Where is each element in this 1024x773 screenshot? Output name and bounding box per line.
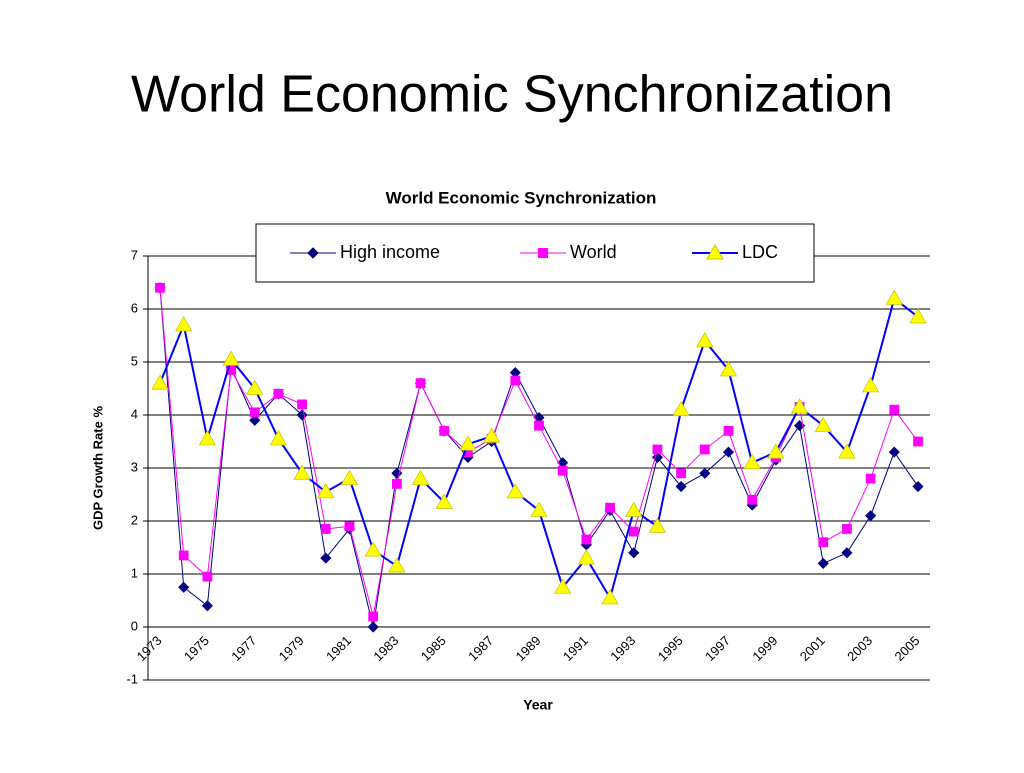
- legend-marker: [538, 248, 548, 258]
- legend: High income World LDC: [255, 223, 815, 283]
- y-tick-label: 3: [131, 459, 138, 474]
- marker: [581, 534, 592, 545]
- y-tick-label: -1: [126, 671, 138, 686]
- marker: [577, 549, 596, 565]
- y-tick-label: 0: [131, 618, 138, 633]
- marker: [178, 581, 190, 593]
- marker: [723, 425, 734, 436]
- legend-label: High income: [340, 242, 440, 262]
- marker: [675, 480, 687, 493]
- marker: [320, 524, 331, 534]
- marker: [178, 550, 189, 561]
- legend-label: World: [570, 242, 617, 262]
- marker: [861, 377, 880, 393]
- marker: [534, 420, 544, 431]
- marker: [459, 435, 477, 451]
- marker: [269, 430, 288, 446]
- marker: [625, 501, 643, 517]
- marker: [222, 350, 240, 366]
- slide-title: World Economic Synchronization: [131, 66, 893, 124]
- marker: [628, 526, 639, 537]
- marker: [747, 494, 758, 505]
- marker: [293, 464, 311, 480]
- marker: [601, 589, 619, 605]
- marker: [699, 467, 711, 479]
- marker: [510, 375, 521, 386]
- marker: [814, 416, 832, 433]
- marker: [767, 443, 785, 459]
- marker: [439, 425, 450, 436]
- marker: [151, 374, 169, 390]
- marker: [889, 404, 900, 415]
- marker: [320, 552, 332, 564]
- legend-label: LDC: [742, 242, 778, 262]
- marker: [246, 379, 264, 395]
- marker: [415, 378, 426, 389]
- marker: [817, 557, 829, 569]
- marker: [155, 282, 165, 293]
- marker: [174, 316, 193, 332]
- marker: [201, 600, 213, 612]
- marker: [364, 541, 382, 557]
- marker: [202, 571, 213, 582]
- chart-title: World Economic Synchronization: [386, 188, 657, 207]
- y-tick-label: 5: [131, 353, 138, 368]
- legend-marker: [706, 243, 724, 260]
- marker: [297, 399, 308, 410]
- marker: [913, 436, 923, 447]
- marker: [818, 537, 829, 548]
- marker: [411, 469, 430, 486]
- marker: [391, 478, 402, 489]
- marker: [790, 398, 809, 414]
- marker: [317, 483, 335, 499]
- marker: [722, 446, 735, 458]
- marker: [909, 308, 927, 324]
- y-tick-label: 7: [131, 247, 138, 262]
- marker: [838, 443, 856, 459]
- marker: [506, 483, 525, 499]
- marker: [885, 289, 904, 305]
- marker: [628, 547, 640, 559]
- marker: [482, 427, 501, 443]
- marker: [388, 557, 406, 573]
- marker: [672, 400, 690, 417]
- y-tick-label: 2: [131, 512, 138, 527]
- marker: [198, 430, 217, 446]
- y-tick-label: 1: [131, 565, 138, 580]
- marker: [553, 578, 572, 594]
- series: [151, 289, 927, 605]
- marker: [912, 480, 924, 493]
- marker: [605, 502, 615, 513]
- marker: [367, 621, 379, 633]
- marker: [249, 414, 261, 426]
- marker: [344, 521, 355, 532]
- y-tick-label: 4: [131, 406, 138, 421]
- y-tick-label: 6: [131, 300, 138, 315]
- marker: [888, 446, 900, 458]
- marker: [841, 547, 853, 559]
- y-axis-label: GDP Growth Rate %: [90, 406, 105, 530]
- marker: [652, 444, 663, 455]
- marker: [273, 388, 284, 399]
- marker: [865, 473, 876, 484]
- marker: [340, 469, 359, 486]
- marker: [648, 517, 667, 533]
- marker: [865, 510, 877, 522]
- marker: [368, 611, 379, 622]
- marker: [699, 444, 710, 455]
- marker: [696, 331, 714, 348]
- marker: [557, 465, 568, 476]
- marker: [842, 524, 852, 534]
- x-axis-label: Year: [523, 697, 553, 713]
- marker: [249, 407, 260, 418]
- marker: [719, 361, 738, 377]
- marker: [530, 501, 548, 517]
- marker: [676, 468, 687, 479]
- marker: [435, 493, 453, 509]
- legend-marker: [307, 247, 319, 259]
- marker: [743, 453, 761, 470]
